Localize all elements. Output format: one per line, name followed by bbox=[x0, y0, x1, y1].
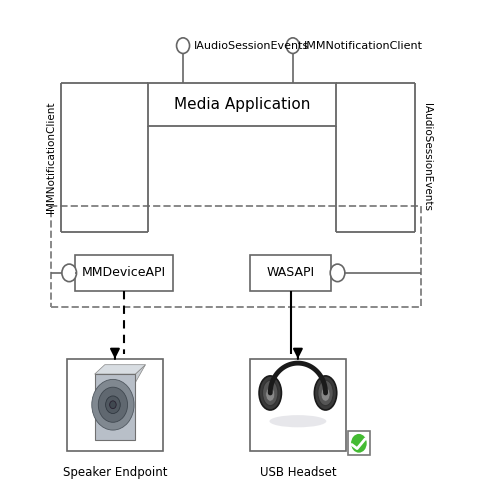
Polygon shape bbox=[95, 365, 146, 374]
Bar bbox=[51, 206, 421, 307]
Text: MMDeviceAPI: MMDeviceAPI bbox=[82, 267, 166, 280]
Ellipse shape bbox=[92, 379, 134, 430]
Ellipse shape bbox=[259, 376, 281, 410]
Ellipse shape bbox=[262, 380, 278, 406]
Bar bbox=[250, 359, 346, 451]
Bar bbox=[348, 431, 370, 455]
Ellipse shape bbox=[110, 401, 116, 409]
Text: IAudioSessionEvents: IAudioSessionEvents bbox=[194, 41, 309, 51]
Bar bbox=[76, 255, 173, 291]
Bar bbox=[149, 83, 335, 126]
Bar bbox=[95, 374, 136, 440]
Ellipse shape bbox=[177, 38, 190, 54]
Ellipse shape bbox=[266, 388, 275, 401]
Ellipse shape bbox=[62, 264, 76, 282]
Ellipse shape bbox=[315, 376, 337, 410]
Ellipse shape bbox=[106, 396, 120, 413]
Bar bbox=[250, 255, 332, 291]
Text: WASAPI: WASAPI bbox=[267, 267, 315, 280]
Text: IAudioSessionEvents: IAudioSessionEvents bbox=[422, 104, 432, 211]
Text: IMMNotificationClient: IMMNotificationClient bbox=[303, 41, 423, 51]
Ellipse shape bbox=[318, 380, 333, 406]
Ellipse shape bbox=[330, 264, 345, 282]
Polygon shape bbox=[101, 365, 146, 440]
Ellipse shape bbox=[351, 434, 367, 453]
Bar bbox=[67, 359, 163, 451]
Ellipse shape bbox=[287, 38, 299, 54]
Text: Media Application: Media Application bbox=[174, 97, 310, 112]
Text: IMMNotificationClient: IMMNotificationClient bbox=[46, 102, 56, 213]
Ellipse shape bbox=[270, 415, 326, 427]
Ellipse shape bbox=[98, 387, 128, 422]
Text: USB Headset: USB Headset bbox=[259, 466, 336, 479]
Text: Speaker Endpoint: Speaker Endpoint bbox=[63, 466, 167, 479]
Ellipse shape bbox=[321, 388, 330, 401]
